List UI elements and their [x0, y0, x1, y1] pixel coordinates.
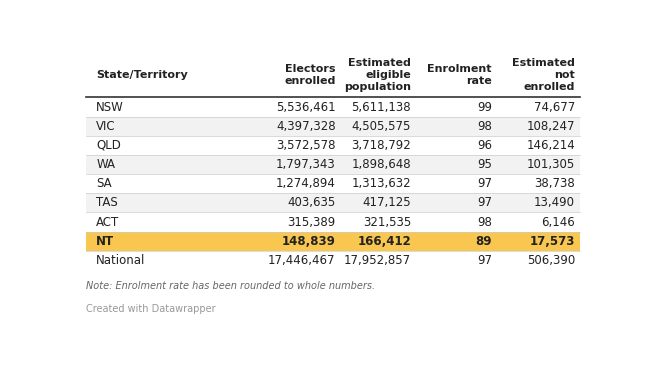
Text: 97: 97 — [477, 254, 492, 267]
Text: 13,490: 13,490 — [534, 197, 575, 209]
Text: Estimated
eligible
population: Estimated eligible population — [344, 57, 411, 92]
Text: 146,214: 146,214 — [526, 139, 575, 152]
Text: 1,274,894: 1,274,894 — [276, 177, 335, 190]
Text: 417,125: 417,125 — [363, 197, 411, 209]
Text: 108,247: 108,247 — [526, 120, 575, 133]
Text: 166,412: 166,412 — [358, 235, 411, 248]
Text: 3,572,578: 3,572,578 — [276, 139, 335, 152]
Text: TAS: TAS — [96, 197, 118, 209]
Text: State/Territory: State/Territory — [96, 70, 188, 80]
Bar — [86, 155, 580, 174]
Text: 315,389: 315,389 — [287, 216, 335, 228]
Text: 97: 97 — [477, 197, 492, 209]
Text: Electors
enrolled: Electors enrolled — [284, 64, 335, 86]
Bar — [86, 251, 580, 270]
Text: 321,535: 321,535 — [363, 216, 411, 228]
Text: 74,677: 74,677 — [534, 101, 575, 113]
Text: 101,305: 101,305 — [526, 158, 575, 171]
Bar — [86, 174, 580, 193]
Text: 6,146: 6,146 — [541, 216, 575, 228]
Text: Created with Datawrapper: Created with Datawrapper — [86, 304, 216, 314]
Text: 97: 97 — [477, 177, 492, 190]
Text: 148,839: 148,839 — [281, 235, 335, 248]
Bar — [86, 97, 580, 117]
Text: 1,898,648: 1,898,648 — [352, 158, 411, 171]
Text: 95: 95 — [477, 158, 492, 171]
Text: QLD: QLD — [96, 139, 122, 152]
Text: NSW: NSW — [96, 101, 124, 113]
Text: 4,397,328: 4,397,328 — [276, 120, 335, 133]
Text: Note: Enrolment rate has been rounded to whole numbers.: Note: Enrolment rate has been rounded to… — [86, 281, 376, 291]
Text: SA: SA — [96, 177, 112, 190]
Bar — [86, 193, 580, 212]
Bar — [86, 212, 580, 232]
Bar — [86, 136, 580, 155]
Text: 1,797,343: 1,797,343 — [276, 158, 335, 171]
Text: 17,446,467: 17,446,467 — [268, 254, 335, 267]
Text: 98: 98 — [477, 216, 492, 228]
Text: 5,611,138: 5,611,138 — [352, 101, 411, 113]
Text: 98: 98 — [477, 120, 492, 133]
Text: 5,536,461: 5,536,461 — [276, 101, 335, 113]
Text: NT: NT — [96, 235, 114, 248]
Text: 1,313,632: 1,313,632 — [352, 177, 411, 190]
Text: 3,718,792: 3,718,792 — [352, 139, 411, 152]
Text: 17,952,857: 17,952,857 — [344, 254, 411, 267]
Bar — [86, 117, 580, 136]
Text: WA: WA — [96, 158, 115, 171]
Text: 99: 99 — [477, 101, 492, 113]
Text: 89: 89 — [475, 235, 492, 248]
Text: VIC: VIC — [96, 120, 116, 133]
Text: 4,505,575: 4,505,575 — [352, 120, 411, 133]
Text: 38,738: 38,738 — [534, 177, 575, 190]
Text: Estimated
not
enrolled: Estimated not enrolled — [512, 57, 575, 92]
Text: 17,573: 17,573 — [530, 235, 575, 248]
Bar — [86, 232, 580, 251]
Text: Enrolment
rate: Enrolment rate — [427, 64, 492, 86]
Text: National: National — [96, 254, 146, 267]
Text: 403,635: 403,635 — [287, 197, 335, 209]
Text: 506,390: 506,390 — [526, 254, 575, 267]
Text: ACT: ACT — [96, 216, 120, 228]
Text: 96: 96 — [477, 139, 492, 152]
